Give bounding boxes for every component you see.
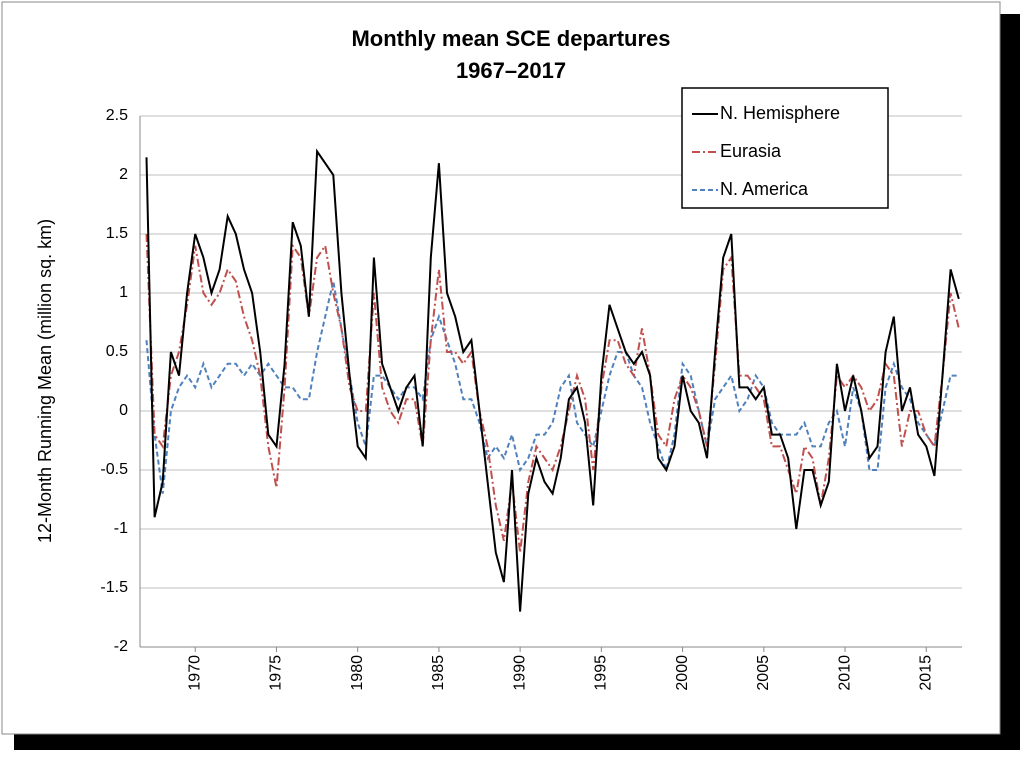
series-line [145,148,960,612]
x-tick-label: 2015 [917,655,934,691]
chart-subtitle: 1967–2017 [456,58,566,83]
x-tick-label: 1980 [349,655,366,691]
x-tick-label: 2010 [836,655,853,691]
chart-title: Monthly mean SCE departures [351,26,670,51]
y-tick-label: 1.5 [106,225,128,242]
x-tick-label: 1995 [593,655,610,691]
legend-label: N. Hemisphere [720,103,840,123]
x-tick-label: 1985 [430,655,447,691]
y-tick-label: 2 [119,166,128,183]
y-tick-label: -0.5 [100,461,128,478]
y-tick-label: 2.5 [106,107,128,124]
x-tick-label: 1975 [268,655,285,691]
series-line [145,233,960,553]
legend-box [681,87,889,209]
legend-label: N. America [720,179,809,199]
legend-label: Eurasia [720,141,782,161]
x-tick-label: 2005 [755,655,772,691]
x-tick-label: 1970 [186,655,203,691]
y-tick-label: -1 [114,520,128,537]
y-tick-label: 0.5 [106,343,128,360]
y-axis-label: 12-Month Running Mean (million sq. km) [35,219,55,543]
y-tick-label: 1 [119,284,128,301]
x-tick-label: 1990 [511,655,528,691]
y-tick-label: 0 [119,402,128,419]
x-tick-label: 2000 [674,655,691,691]
y-tick-label: -2 [114,638,128,655]
y-tick-label: -1.5 [100,579,128,596]
